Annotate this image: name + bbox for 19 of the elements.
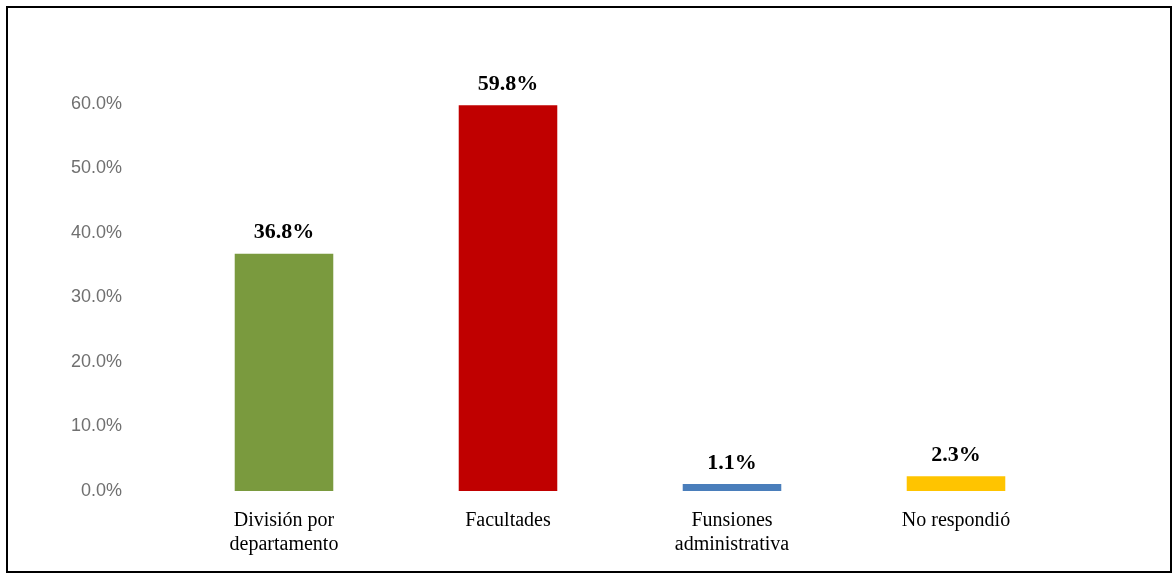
data-label: 1.1% [707,448,757,474]
y-tick-label: 30.0% [70,286,122,307]
x-tick-label: No respondió [901,508,1011,532]
x-tick-label: División por departamento [229,508,339,556]
bar [906,476,1006,491]
y-tick-label: 10.0% [70,415,122,436]
y-tick-label: 60.0% [70,92,122,113]
bar [682,483,782,491]
x-tick-label: Funsiones administrativa [674,508,790,555]
y-tick-label: 0.0% [80,479,122,500]
y-tick-label: 50.0% [70,157,122,178]
y-tick-label: 40.0% [70,221,122,242]
data-label: 36.8% [253,218,315,244]
data-label: 2.3% [931,440,981,466]
bar [458,105,558,491]
bar [234,253,334,491]
x-tick-label: Facultades [465,508,551,531]
data-label: 59.8% [477,69,539,95]
y-tick-label: 20.0% [70,350,122,371]
